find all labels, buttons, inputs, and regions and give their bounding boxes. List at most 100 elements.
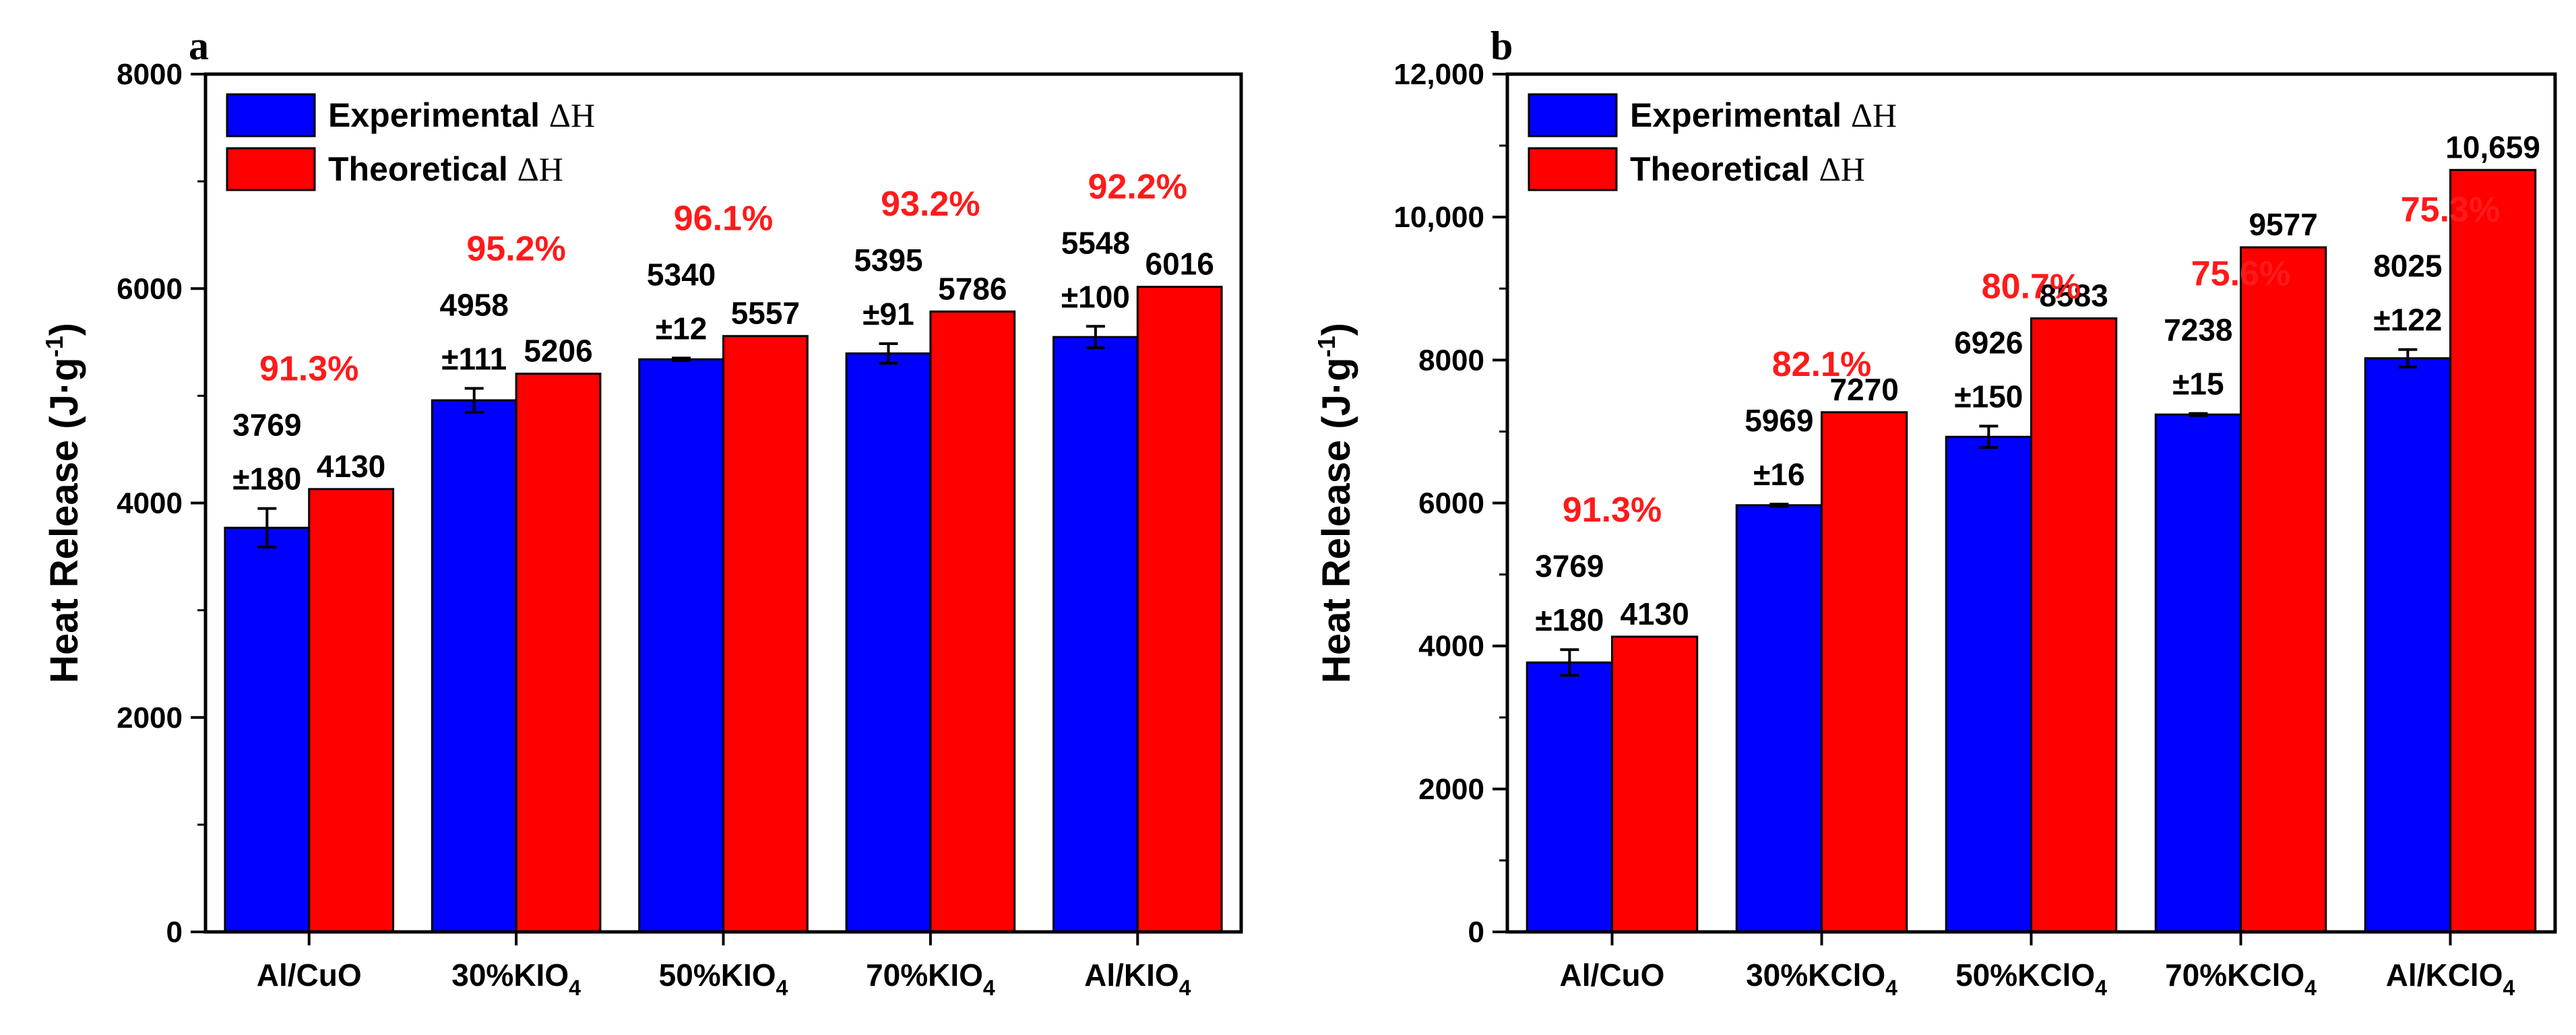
legend-label: Experimental ΔH — [1630, 96, 1897, 134]
legend-label: Theoretical ΔH — [328, 150, 563, 188]
panel-letter: a — [189, 24, 209, 68]
y-axis-title: Heat Release (J·g-1) — [1313, 323, 1358, 683]
value-label-experimental: 5548 — [1061, 225, 1130, 260]
error-label: ±16 — [1753, 457, 1804, 492]
bar-experimental — [431, 399, 517, 933]
plot-frame — [1505, 72, 2557, 934]
y-axis-title-superscript: -1 — [40, 336, 68, 357]
value-label-theoretical: 5786 — [938, 271, 1007, 306]
value-label-experimental: 6926 — [1954, 325, 2023, 360]
bar-experimental — [2364, 357, 2451, 933]
value-label-theoretical: 5206 — [524, 334, 592, 369]
y-tick-label: 8000 — [1418, 344, 1484, 377]
bar-theoretical — [2449, 168, 2537, 933]
y-tick-label: 6000 — [117, 272, 183, 305]
y-tick-label: 2000 — [1418, 773, 1484, 806]
value-label-theoretical: 4130 — [1620, 596, 1689, 631]
value-label-experimental: 4958 — [440, 287, 509, 322]
value-label-experimental: 5395 — [854, 243, 922, 278]
x-tick-label: 70%KIO4 — [866, 958, 995, 1000]
x-tick-label: Al/KClO4 — [2386, 958, 2515, 1000]
y-axis-title-main: Heat Release (J·g — [1315, 357, 1358, 683]
x-tick-label-subscript: 4 — [1885, 976, 1897, 1000]
y-tick-label: 0 — [166, 916, 183, 949]
x-tick-label-subscript: 4 — [983, 976, 995, 1000]
error-label: ±100 — [1061, 279, 1130, 314]
y-tick-label: 8000 — [117, 58, 183, 91]
legend-label-text: Theoretical — [1630, 150, 1819, 188]
bar-experimental — [2154, 413, 2242, 933]
bar-theoretical — [2240, 246, 2327, 933]
legend-label: Experimental ΔH — [328, 96, 595, 134]
y-tick-label: 4000 — [117, 487, 183, 520]
legend-label-text: Theoretical — [328, 150, 517, 188]
error-label: ±12 — [656, 311, 707, 346]
value-label-theoretical: 5557 — [731, 296, 800, 331]
x-tick-label: 50%KIO4 — [659, 958, 788, 1000]
value-label-theoretical: 6016 — [1145, 247, 1214, 282]
legend-label-text: Experimental — [328, 96, 549, 134]
legend-label-delta: ΔH — [549, 96, 595, 134]
bar-theoretical — [1136, 286, 1223, 933]
x-tick-label-subscript: 4 — [2503, 976, 2515, 1000]
efficiency-label: 92.2% — [1088, 167, 1187, 206]
value-label-experimental: 5340 — [647, 257, 716, 292]
x-tick-label-base: Al/KClO — [2386, 958, 2503, 993]
legend-swatch — [1528, 147, 1618, 191]
error-label: ±91 — [862, 296, 914, 332]
bar-theoretical — [1611, 635, 1699, 933]
x-tick-label-subscript: 4 — [1179, 976, 1191, 1000]
efficiency-label: 93.2% — [881, 185, 980, 224]
efficiency-label: 80.7% — [1982, 267, 2081, 306]
legend-label-delta: ΔH — [1819, 150, 1865, 188]
chart-panel-a: a 0 2000 4000 6000 8000 Heat Release (J·g-1) ±1… — [40, 24, 1243, 1000]
x-tick-label-base: 70%KClO — [2165, 958, 2304, 993]
x-tick-label-subscript: 4 — [2095, 976, 2107, 1000]
x-tick-label-subscript: 4 — [776, 976, 788, 1000]
y-axis-title-close: ) — [42, 323, 86, 336]
legend-label-delta: ΔH — [1851, 96, 1897, 134]
y-tick-label: 12,000 — [1393, 58, 1484, 91]
bar-experimental — [224, 526, 311, 933]
bar-experimental — [1526, 661, 1613, 933]
x-tick-label-base: 70%KIO — [866, 958, 983, 993]
x-tick-label: Al/KIO4 — [1084, 958, 1191, 1000]
bar-theoretical — [1821, 411, 1908, 933]
chart-panel-b: b 0 2000 4000 6000 8000 10,000 12,000 Heat Relea… — [1313, 24, 2557, 1000]
x-tick-label: 30%KIO4 — [451, 958, 581, 1000]
y-tick-label: 0 — [1468, 916, 1484, 949]
bar-theoretical — [308, 488, 395, 933]
error-label: ±180 — [1535, 602, 1604, 637]
bar-experimental — [638, 358, 725, 933]
panel-letter: b — [1490, 24, 1513, 68]
bar-experimental — [1945, 435, 2032, 933]
x-tick-label-base: Al/CuO — [257, 958, 362, 993]
legend-label-text: Experimental — [1630, 96, 1851, 134]
value-label-theoretical: 4130 — [317, 449, 385, 484]
value-label-experimental: 8025 — [2373, 249, 2442, 284]
y-axis-title: Heat Release (J·g-1) — [40, 323, 86, 683]
efficiency-label: 95.2% — [466, 229, 565, 268]
value-label-theoretical: 9577 — [2249, 207, 2317, 242]
bar-theoretical — [515, 373, 602, 933]
y-tick-label: 10,000 — [1393, 201, 1484, 234]
x-tick-label-base: 30%KClO — [1746, 958, 1885, 993]
x-tick-label-subscript: 4 — [569, 976, 581, 1000]
efficiency-label: 91.3% — [259, 350, 358, 389]
x-tick-label-base: 50%KIO — [659, 958, 776, 993]
legend-swatch — [226, 147, 316, 191]
y-axis-title-main: Heat Release (J·g — [42, 357, 86, 683]
x-tick-label: 30%KClO4 — [1746, 958, 1897, 1000]
error-label: ±180 — [232, 462, 301, 497]
efficiency-label: 82.1% — [1772, 345, 1871, 384]
x-tick-label-base: Al/CuO — [1560, 958, 1665, 993]
x-tick-label-base: 50%KClO — [1955, 958, 2095, 993]
plot-frame — [203, 72, 1243, 934]
efficiency-label: 91.3% — [1563, 491, 1662, 530]
x-tick-label: 70%KClO4 — [2165, 958, 2317, 1000]
bar-experimental — [845, 352, 932, 933]
bar-experimental — [1735, 504, 1823, 933]
x-tick-label-base: Al/KIO — [1084, 958, 1179, 993]
